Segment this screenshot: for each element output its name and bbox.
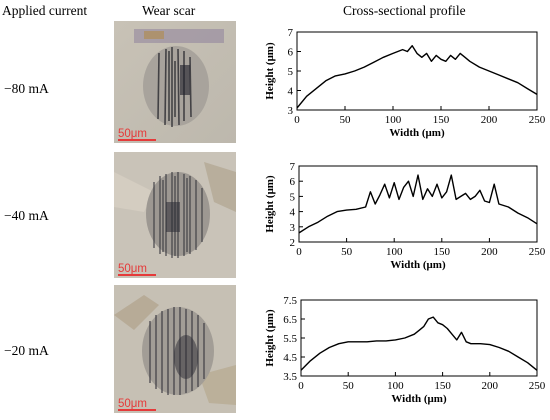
y-tick-label: 6.5 [283,314,297,326]
y-tick-label: 6 [290,176,296,188]
wear-scar-image-80: 50μm [114,21,236,143]
x-tick-label: 200 [481,246,498,258]
y-tick-label: 7 [288,27,294,39]
x-tick-label: 50 [340,114,352,126]
x-tick-label: 200 [482,380,499,392]
x-tick-label: 50 [343,380,355,392]
x-tick-label: 0 [294,114,300,126]
applied-current-header: Applied current [2,3,88,18]
y-axis-label: Height (μm) [264,175,276,233]
y-tick-label: 4.5 [283,352,297,364]
scale-bar [118,409,156,411]
current-label-20: −20 mA [4,343,49,358]
wear-scar-image-20: 50μm [114,285,236,413]
y-tick-label: 3 [288,105,294,117]
y-tick-label: 5 [290,191,296,203]
profile-series-line [296,45,538,109]
x-tick-label: 150 [434,380,451,392]
scale-bar [118,274,156,276]
x-tick-label: 100 [386,246,403,258]
x-tick-label: 50 [341,246,353,258]
current-label-40: −40 mA [4,208,49,223]
x-tick-label: 250 [529,114,546,126]
profile-series-line [300,316,538,371]
y-tick-label: 3 [290,222,296,234]
y-tick-label: 4 [288,86,294,98]
y-tick-label: 6 [288,47,294,59]
x-tick-label: 100 [385,114,402,126]
y-axis-label: Height (μm) [264,309,276,367]
y-tick-label: 7.5 [283,295,297,307]
x-tick-label: 0 [298,380,304,392]
x-tick-label: 0 [296,246,302,258]
x-tick-label: 150 [434,246,451,258]
profile-header: Cross-sectional profile [343,3,466,18]
wear-scar-image-40: 50μm [114,152,236,278]
x-tick-label: 150 [433,114,450,126]
y-tick-label: 2 [290,237,296,249]
x-tick-label: 200 [481,114,498,126]
current-label-80: −80 mA [4,81,49,96]
x-tick-label: 250 [529,246,546,258]
plot-frame [296,31,538,111]
x-tick-label: 100 [387,380,404,392]
x-axis-label: Width (μm) [389,127,445,139]
wear-scar-header: Wear scar [142,3,196,18]
plot-frame [300,299,538,377]
y-tick-label: 7 [290,161,296,173]
x-axis-label: Width (μm) [390,259,446,271]
profile-chart-20: 0 50 100 150 200 250 3.5 4.5 5.5 6.5 7.5 Width (μm)… [264,288,550,418]
y-tick-label: 4 [290,207,296,219]
x-tick-label: 250 [529,380,546,392]
scale-bar-label: 50μm [118,128,147,140]
scale-bar-label: 50μm [118,398,147,410]
y-tick-label: 3.5 [283,371,297,383]
scale-bar [118,139,156,141]
y-axis-label: Height (μm) [264,42,276,100]
plot-frame [298,165,538,243]
profile-chart-40: 0 50 100 150 200 250 2 3 4 5 6 7 Width (μm) Height (μ… [264,152,550,280]
x-axis-label: Width (μm) [391,393,447,405]
y-tick-label: 5 [288,66,294,78]
y-tick-label: 5.5 [283,333,297,345]
scale-bar-label: 50μm [118,263,147,275]
profile-series-line [298,174,538,234]
profile-chart-80: 0 50 100 150 200 250 3 4 5 6 7 Width (μm) Height (μm… [264,22,550,150]
